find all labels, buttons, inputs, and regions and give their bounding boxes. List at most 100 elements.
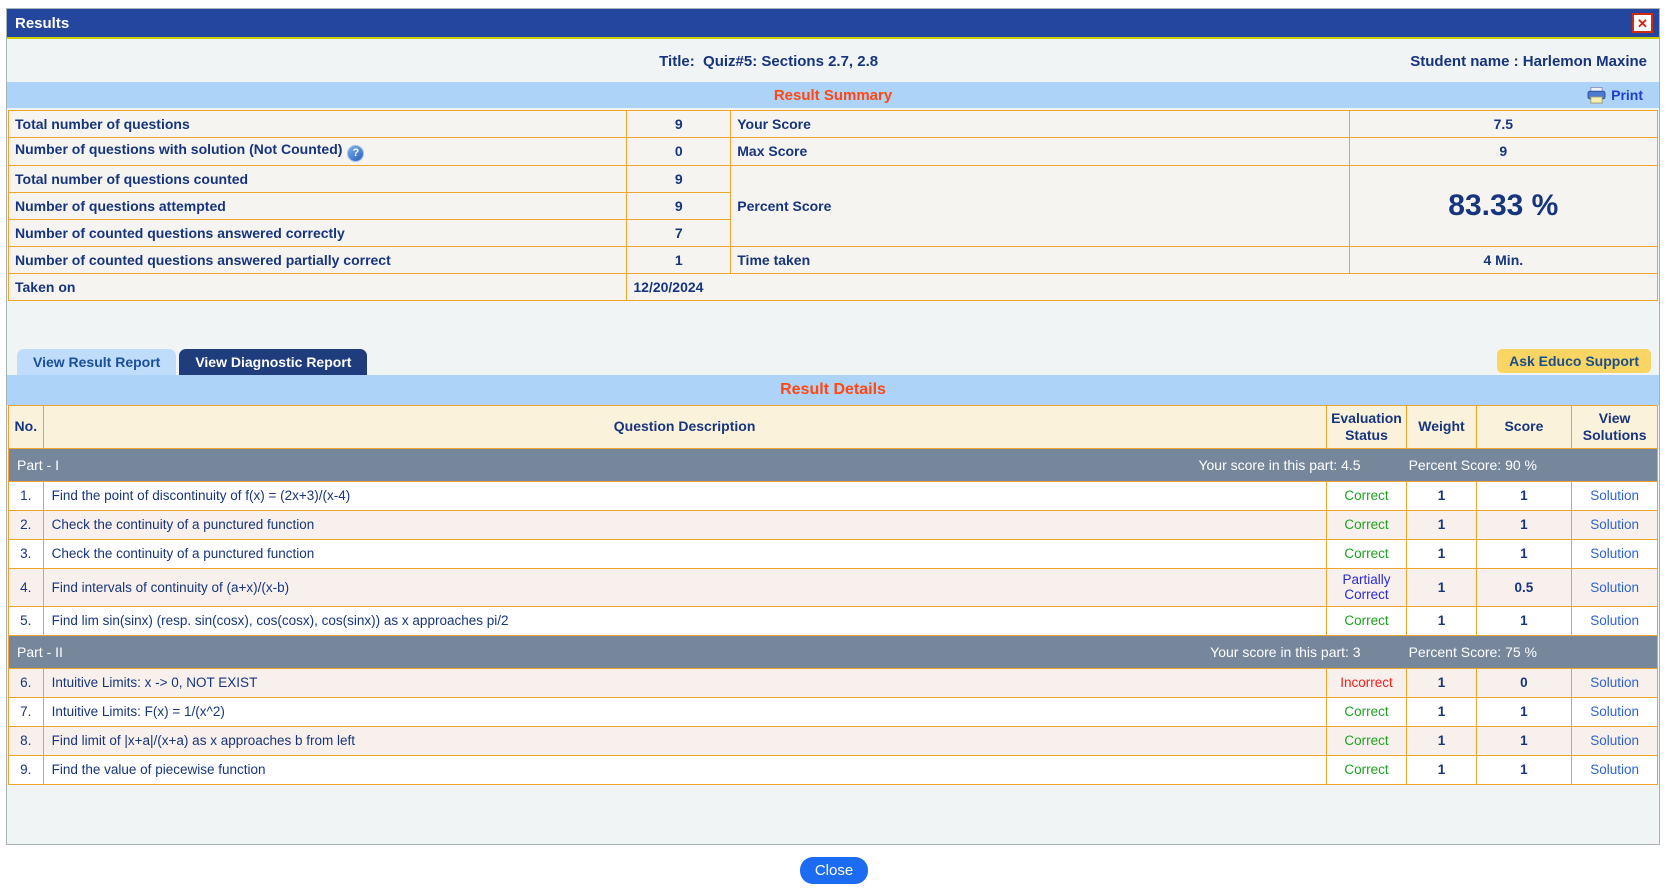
results-dialog: Results ✕ Title: Quiz#5: Sections 2.7, 2… [6, 8, 1660, 845]
col-weight: Weight [1406, 404, 1477, 449]
result-details-heading: Result Details [780, 380, 886, 398]
evaluation-status: Correct [1325, 605, 1408, 636]
part-score-text: Your score in this part: 4.5 [1198, 456, 1361, 473]
close-icon[interactable]: ✕ [1632, 13, 1653, 33]
question-row: 3. Check the continuity of a punctured fu… [8, 538, 1658, 569]
weight-value: 1 [1406, 509, 1477, 540]
question-number: 2. [8, 509, 44, 540]
question-row: 7. Intuitive Limits: F(x) = 1/(x^2) Correc… [8, 696, 1658, 727]
question-description: Intuitive Limits: x -> 0, NOT EXIST [42, 667, 1327, 698]
summary-label: Number of counted questions answered par… [7, 245, 628, 274]
printer-icon [1587, 86, 1606, 104]
col-score: Score [1475, 404, 1573, 449]
tab-view-result-report[interactable]: View Result Report [17, 348, 177, 375]
dialog-footer: Close [0, 846, 1668, 888]
summary-value: 9 [1348, 137, 1659, 166]
weight-value: 1 [1406, 538, 1477, 569]
evaluation-status: Incorrect [1325, 667, 1408, 698]
solution-link[interactable]: Solution [1590, 488, 1640, 503]
question-description: Find lim sin(sinx) (resp. sin(cosx), cos… [42, 605, 1327, 636]
summary-label: Total number of questions [7, 110, 628, 138]
part-header-row: Part - I Your score in this part: 4.5 Perc… [8, 447, 1658, 482]
view-solution-cell: Solution [1571, 754, 1658, 785]
summary-label: Max Score [730, 137, 1350, 166]
summary-value: 7.5 [1348, 110, 1659, 138]
summary-value: 4 Min. [1348, 245, 1659, 274]
score-value: 1 [1475, 754, 1573, 785]
summary-label: Time taken [730, 245, 1350, 274]
summary-label: Number of questions with solution (Not C… [7, 137, 628, 166]
question-description: Find intervals of continuity of (a+x)/(x… [42, 567, 1327, 607]
summary-table: Total number of questions 9 Your Score 7… [7, 110, 1659, 301]
panel-filler [7, 785, 1659, 844]
solution-link[interactable]: Solution [1590, 579, 1640, 595]
score-value: 1 [1475, 509, 1573, 540]
question-row: 1. Find the point of discontinuity of f(x… [8, 480, 1658, 511]
summary-row: Number of counted questions answered cor… [7, 218, 1658, 247]
question-description: Find the value of piecewise function [42, 754, 1327, 785]
solution-link[interactable]: Solution [1590, 733, 1640, 749]
weight-value: 1 [1406, 605, 1477, 636]
summary-value: 1 [626, 245, 732, 274]
score-value: 0 [1475, 667, 1573, 698]
part-name: Part - II [17, 643, 63, 660]
summary-value: 9 [626, 164, 732, 193]
question-number: 8. [8, 725, 44, 756]
dialog-titlebar: Results ✕ [7, 9, 1659, 37]
weight-value: 1 [1406, 480, 1477, 511]
help-icon[interactable]: ? [347, 144, 365, 162]
score-value: 1 [1475, 538, 1573, 569]
question-description: Check the continuity of a punctured func… [42, 509, 1327, 540]
col-no: No. [8, 404, 44, 449]
summary-row: Number of questions with solution (Not C… [7, 137, 1659, 166]
student-name: Student name : Harlemon Maxine [1410, 52, 1647, 70]
summary-row: Taken on 12/20/2024 [7, 272, 1658, 301]
score-value: 1 [1475, 696, 1573, 727]
question-number: 3. [8, 538, 44, 569]
evaluation-status: Partially Correct [1325, 567, 1408, 607]
titlebar-accent-line [7, 37, 1659, 39]
solution-link[interactable]: Solution [1590, 762, 1640, 778]
tab-view-diagnostic-report[interactable]: View Diagnostic Report [179, 348, 368, 375]
summary-label: Your Score [730, 110, 1350, 138]
print-button[interactable]: Print [1587, 82, 1643, 108]
print-label: Print [1611, 87, 1643, 103]
part-header-row: Part - II Your score in this part: 3 Perce… [8, 634, 1658, 669]
question-number: 6. [8, 667, 44, 698]
evaluation-status: Correct [1325, 696, 1408, 727]
evaluation-status: Correct [1325, 480, 1408, 511]
weight-value: 1 [1406, 667, 1477, 698]
solution-link[interactable]: Solution [1590, 613, 1640, 629]
view-solution-cell: Solution [1571, 567, 1658, 607]
col-question-description: Question Description [42, 404, 1327, 449]
question-number: 5. [8, 605, 44, 636]
part-name: Part - I [17, 456, 60, 473]
question-row: 8. Find limit of |x+a|/(x+a) as x approac… [8, 725, 1658, 756]
evaluation-status: Correct [1325, 538, 1408, 569]
summary-label: Percent Score [730, 164, 1350, 247]
result-details-table: No. Question Description Evaluation Stat… [8, 404, 1658, 785]
summary-row: Number of questions attempted 9 [7, 191, 1658, 220]
quiz-header: Title: Quiz#5: Sections 2.7, 2.8 Student… [7, 48, 1659, 74]
dialog-title: Results [15, 14, 70, 32]
close-button[interactable]: Close [799, 857, 869, 884]
score-value: 0.5 [1475, 567, 1573, 607]
evaluation-status: Correct [1325, 754, 1408, 785]
weight-value: 1 [1406, 754, 1477, 785]
report-tabs: View Result Report View Diagnostic Repor… [7, 347, 1659, 375]
solution-link[interactable]: Solution [1590, 546, 1640, 561]
solution-link[interactable]: Solution [1590, 704, 1640, 720]
ask-educo-support-button[interactable]: Ask Educo Support [1497, 348, 1651, 373]
summary-value: 7 [626, 218, 732, 247]
score-value: 1 [1475, 605, 1573, 636]
col-view-solutions: View Solutions [1571, 404, 1658, 449]
quiz-title: Title: Quiz#5: Sections 2.7, 2.8 [659, 52, 879, 70]
view-solution-cell: Solution [1571, 696, 1658, 727]
percent-score-value: 83.33 % [1348, 164, 1659, 247]
summary-row: Number of counted questions answered par… [7, 245, 1659, 274]
question-number: 4. [8, 567, 44, 607]
solution-link[interactable]: Solution [1590, 675, 1640, 691]
view-solution-cell: Solution [1571, 725, 1658, 756]
question-row: 9. Find the value of piecewise function Co… [8, 754, 1658, 785]
solution-link[interactable]: Solution [1590, 517, 1640, 532]
